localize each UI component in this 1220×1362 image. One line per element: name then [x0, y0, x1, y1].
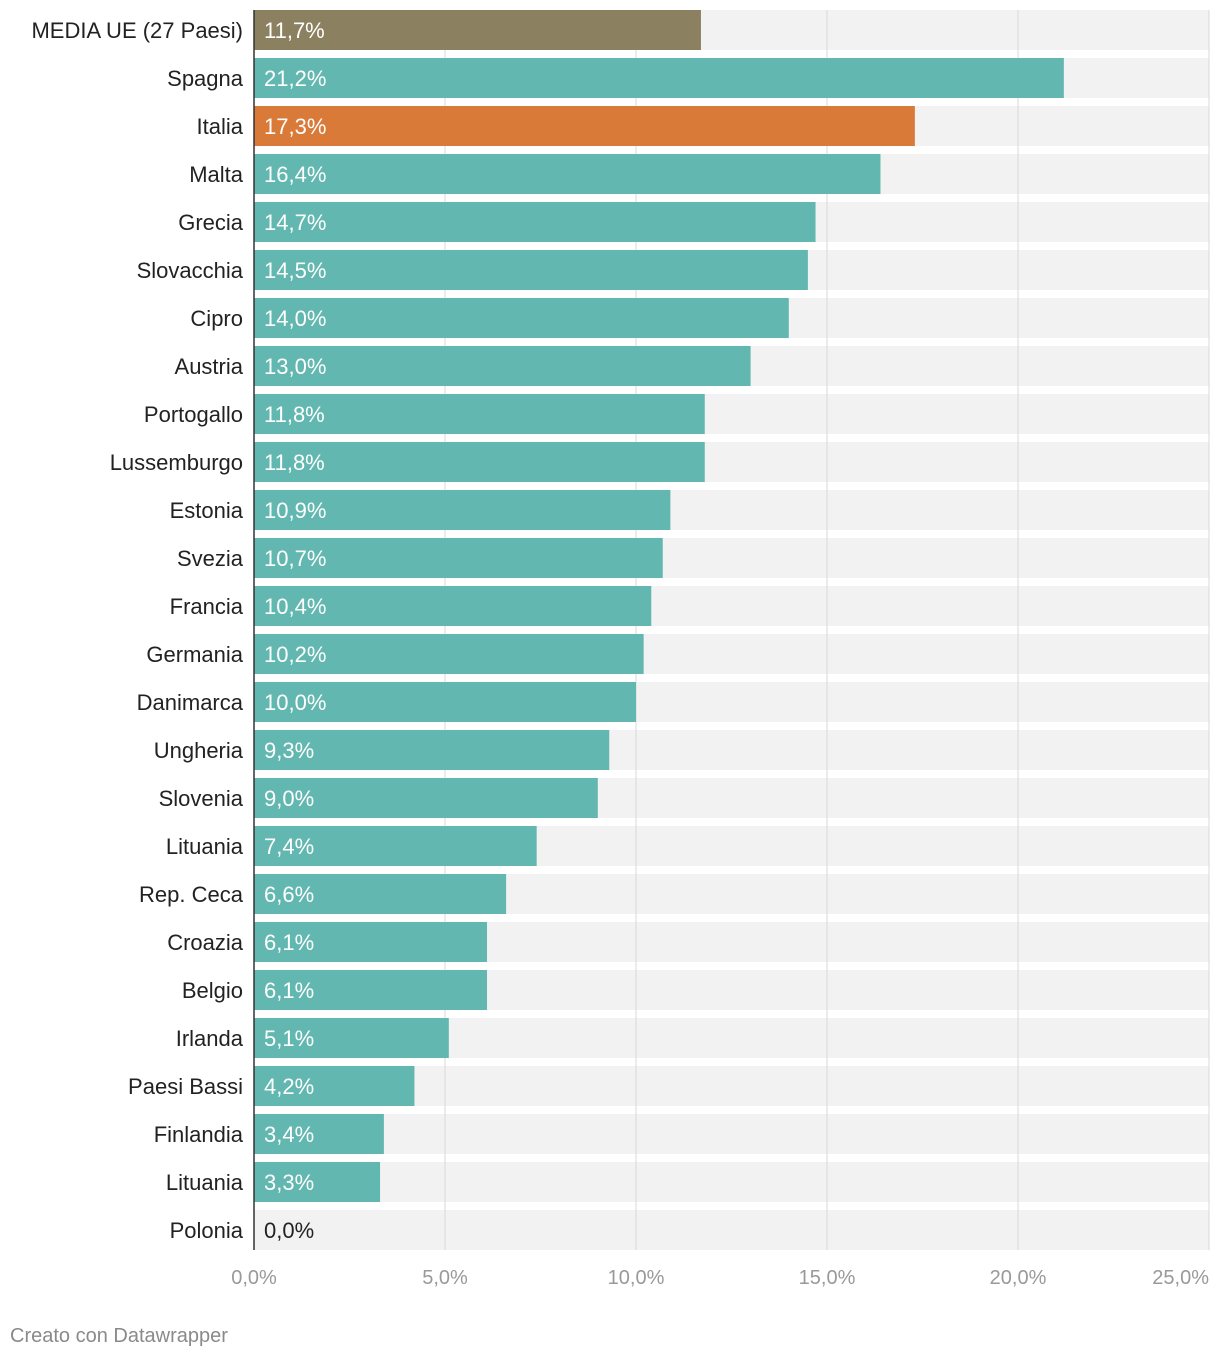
category-label: Lituania	[166, 1170, 244, 1195]
category-label: Francia	[170, 594, 244, 619]
value-label: 11,7%	[264, 18, 325, 43]
bar	[254, 1114, 384, 1154]
value-label: 14,7%	[264, 210, 326, 235]
category-label: Portogallo	[144, 402, 243, 427]
value-label: 6,6%	[264, 882, 314, 907]
category-label: Estonia	[170, 498, 244, 523]
value-label: 0,0%	[264, 1218, 314, 1243]
category-label: Grecia	[178, 210, 244, 235]
value-label: 10,9%	[264, 498, 326, 523]
value-label: 10,2%	[264, 642, 326, 667]
category-label: Svezia	[177, 546, 244, 571]
value-label: 3,3%	[264, 1170, 314, 1195]
bar	[254, 874, 507, 914]
value-label: 16,4%	[264, 162, 326, 187]
value-label: 11,8%	[264, 450, 325, 475]
bar	[254, 490, 671, 530]
value-label: 14,0%	[264, 306, 326, 331]
x-tick-label: 20,0%	[990, 1267, 1047, 1289]
x-tick-label: 5,0%	[422, 1267, 468, 1289]
category-label: Germania	[146, 642, 243, 667]
category-label: Polonia	[170, 1218, 244, 1243]
bar	[254, 778, 598, 818]
bar-track	[254, 1114, 1209, 1154]
value-label: 3,4%	[264, 1122, 314, 1147]
bar	[254, 730, 610, 770]
bar	[254, 202, 816, 242]
bar	[254, 154, 881, 194]
value-label: 10,0%	[264, 690, 326, 715]
category-label: Irlanda	[176, 1026, 244, 1051]
bar	[254, 970, 488, 1010]
x-tick-label: 25,0%	[1152, 1267, 1209, 1289]
value-label: 21,2%	[264, 66, 326, 91]
category-label: Croazia	[167, 930, 244, 955]
category-label: Slovacchia	[137, 258, 244, 283]
category-label: Finlandia	[154, 1122, 244, 1147]
bar	[254, 1066, 415, 1106]
x-tick-label: 15,0%	[799, 1267, 856, 1289]
bar	[254, 106, 915, 146]
value-label: 9,0%	[264, 786, 314, 811]
bar	[254, 10, 701, 50]
value-label: 10,7%	[264, 546, 326, 571]
value-label: 5,1%	[264, 1026, 314, 1051]
value-label: 9,3%	[264, 738, 314, 763]
bar	[254, 1162, 381, 1202]
category-label: Lituania	[166, 834, 244, 859]
value-label: 11,8%	[264, 402, 325, 427]
category-label: Belgio	[182, 978, 243, 1003]
bar	[254, 250, 808, 290]
category-label: Danimarca	[137, 690, 244, 715]
footer-credit: Creato con Datawrapper	[10, 1325, 228, 1347]
value-label: 17,3%	[264, 114, 326, 139]
category-label: Slovenia	[159, 786, 244, 811]
bar	[254, 826, 537, 866]
bar-track	[254, 1162, 1209, 1202]
value-label: 13,0%	[264, 354, 326, 379]
bar	[254, 442, 705, 482]
x-tick-label: 0,0%	[231, 1267, 277, 1289]
category-label: MEDIA UE (27 Paesi)	[31, 18, 243, 43]
category-label: Lussemburgo	[110, 450, 243, 475]
category-label: Rep. Ceca	[139, 882, 244, 907]
x-tick-label: 10,0%	[608, 1267, 665, 1289]
category-label: Austria	[175, 354, 244, 379]
value-label: 4,2%	[264, 1074, 314, 1099]
bar-chart: MEDIA UE (27 Paesi) 11,7% Spagna 21,2% Itali…	[31, 10, 1210, 1289]
category-label: Ungheria	[154, 738, 244, 763]
category-label: Cipro	[190, 306, 243, 331]
bar	[254, 58, 1064, 98]
value-label: 6,1%	[264, 978, 314, 1003]
bar	[254, 346, 751, 386]
category-label: Paesi Bassi	[128, 1074, 243, 1099]
value-label: 7,4%	[264, 834, 314, 859]
category-label: Malta	[189, 162, 244, 187]
bar	[254, 682, 636, 722]
category-label: Italia	[197, 114, 244, 139]
bar	[254, 586, 652, 626]
bar	[254, 538, 663, 578]
bar	[254, 1018, 449, 1058]
bar-track	[254, 1210, 1209, 1250]
bar	[254, 922, 488, 962]
value-label: 10,4%	[264, 594, 326, 619]
bar	[254, 634, 644, 674]
value-label: 6,1%	[264, 930, 314, 955]
value-label: 14,5%	[264, 258, 326, 283]
category-label: Spagna	[167, 66, 244, 91]
bar	[254, 298, 789, 338]
bar	[254, 394, 705, 434]
